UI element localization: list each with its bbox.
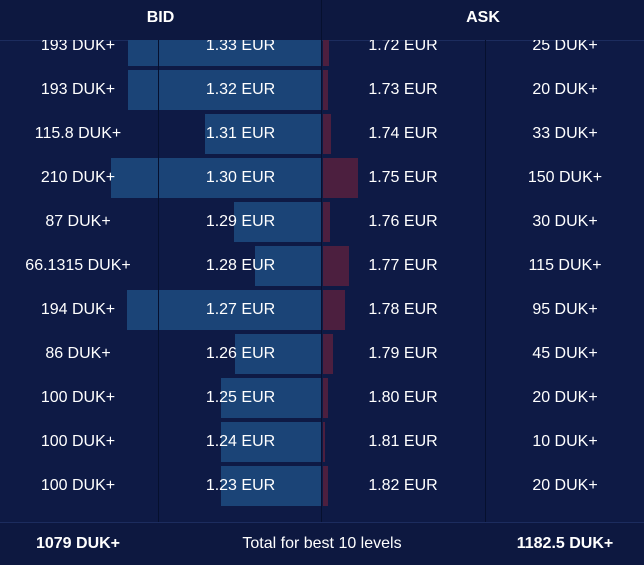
bid-depth-bar [221, 466, 321, 506]
ask-depth-bar [323, 114, 331, 154]
bid-price: 1.30 EUR [205, 169, 276, 186]
ask-total: 1182.5 DUK+ [516, 535, 614, 552]
bid-depth-bar [128, 70, 321, 110]
ask-price: 1.81 EUR [368, 433, 438, 450]
order-level-row: 86 DUK+ 1.26 EUR 1.79 EUR 45 DUK+ [0, 332, 644, 376]
bid-quantity: 86 DUK+ [45, 345, 111, 362]
ask-depth-bar [323, 40, 329, 66]
order-level-row: 115.8 DUK+ 1.31 EUR 1.74 EUR 33 DUK+ [0, 112, 644, 156]
bid-depth-bar [221, 378, 321, 418]
bid-depth-bar [111, 158, 321, 198]
ask-quantity: 20 DUK+ [532, 81, 598, 98]
ask-divider [485, 40, 486, 522]
ask-depth-bar [323, 290, 345, 330]
bid-price: 1.25 EUR [205, 389, 276, 406]
order-level-row: 100 DUK+ 1.25 EUR 1.80 EUR 20 DUK+ [0, 376, 644, 420]
bid-quantity: 87 DUK+ [45, 213, 111, 230]
ask-depth-bar [323, 246, 350, 286]
ask-depth-bar [323, 422, 326, 462]
ask-depth-bar [323, 70, 328, 110]
ask-price: 1.78 EUR [368, 301, 438, 318]
ask-quantity: 150 DUK+ [527, 169, 603, 186]
bid-quantity: 193 DUK+ [40, 81, 116, 98]
bid-price: 1.31 EUR [205, 125, 276, 142]
order-level-row: 100 DUK+ 1.24 EUR 1.81 EUR 10 DUK+ [0, 420, 644, 464]
ask-quantity: 95 DUK+ [532, 301, 598, 318]
order-book-levels: 193 DUK+ 1.33 EUR 1.72 EUR 25 DUK+ 193 DUK+ 1… [0, 40, 644, 522]
order-level-row: 193 DUK+ 1.33 EUR 1.72 EUR 25 DUK+ [0, 40, 644, 68]
bid-quantity: 193 DUK+ [40, 40, 116, 54]
bid-quantity: 100 DUK+ [40, 477, 116, 494]
bid-price: 1.23 EUR [205, 477, 276, 494]
bid-price: 1.28 EUR [205, 257, 276, 274]
ask-column-header: ASK [466, 9, 500, 26]
ask-price: 1.74 EUR [368, 125, 438, 142]
bid-price: 1.26 EUR [205, 345, 276, 362]
ask-quantity: 45 DUK+ [532, 345, 598, 362]
totals-label: Total for best 10 levels [242, 535, 402, 552]
order-book-footer: 1079 DUK+ Total for best 10 levels 1182.… [0, 522, 644, 565]
ask-price: 1.82 EUR [368, 477, 438, 494]
ask-quantity: 20 DUK+ [532, 477, 598, 494]
bid-quantity: 194 DUK+ [40, 301, 116, 318]
order-level-row: 194 DUK+ 1.27 EUR 1.78 EUR 95 DUK+ [0, 288, 644, 332]
ask-quantity: 115 DUK+ [528, 257, 602, 274]
ask-price: 1.73 EUR [368, 81, 438, 98]
bid-depth-bar [128, 40, 321, 66]
bid-depth-bar [234, 202, 321, 242]
ask-price: 1.75 EUR [368, 169, 438, 186]
bid-column-header: BID [146, 9, 175, 26]
order-level-row: 193 DUK+ 1.32 EUR 1.73 EUR 20 DUK+ [0, 68, 644, 112]
order-level-row: 100 DUK+ 1.23 EUR 1.82 EUR 20 DUK+ [0, 464, 644, 508]
order-level-row: 87 DUK+ 1.29 EUR 1.76 EUR 30 DUK+ [0, 200, 644, 244]
bid-quantity: 100 DUK+ [40, 389, 116, 406]
bid-divider [158, 40, 159, 522]
ask-depth-bar [323, 202, 330, 242]
bid-depth-bar [221, 422, 321, 462]
center-divider [321, 0, 322, 522]
bid-depth-bar [127, 290, 321, 330]
bid-depth-bar [254, 246, 321, 286]
bid-price: 1.27 EUR [205, 301, 276, 318]
bid-price: 1.24 EUR [205, 433, 276, 450]
ask-quantity: 25 DUK+ [532, 40, 598, 54]
bid-price: 1.33 EUR [205, 40, 276, 54]
ask-depth-bar [323, 158, 358, 198]
ask-quantity: 20 DUK+ [532, 389, 598, 406]
ask-price: 1.80 EUR [368, 389, 438, 406]
bid-quantity: 66.1315 DUK+ [25, 257, 131, 274]
ask-price: 1.76 EUR [368, 213, 438, 230]
order-level-row: 210 DUK+ 1.30 EUR 1.75 EUR 150 DUK+ [0, 156, 644, 200]
order-level-row: 66.1315 DUK+ 1.28 EUR 1.77 EUR 115 DUK+ [0, 244, 644, 288]
ask-depth-bar [323, 378, 328, 418]
ask-quantity: 10 DUK+ [532, 433, 598, 450]
ask-depth-bar [323, 466, 328, 506]
bid-depth-bar [205, 114, 321, 154]
bid-quantity: 210 DUK+ [40, 169, 116, 186]
ask-price: 1.77 EUR [368, 257, 438, 274]
ask-quantity: 30 DUK+ [532, 213, 598, 230]
bid-price: 1.29 EUR [205, 213, 276, 230]
bid-total: 1079 DUK+ [35, 535, 121, 552]
ask-price: 1.79 EUR [368, 345, 438, 362]
bid-quantity: 115.8 DUK+ [34, 125, 122, 142]
bid-depth-bar [235, 334, 321, 374]
ask-price: 1.72 EUR [368, 40, 438, 54]
ask-depth-bar [323, 334, 334, 374]
bid-price: 1.32 EUR [205, 81, 276, 98]
ask-quantity: 33 DUK+ [532, 125, 598, 142]
order-book-header: BID ASK [0, 0, 644, 41]
bid-quantity: 100 DUK+ [40, 433, 116, 450]
